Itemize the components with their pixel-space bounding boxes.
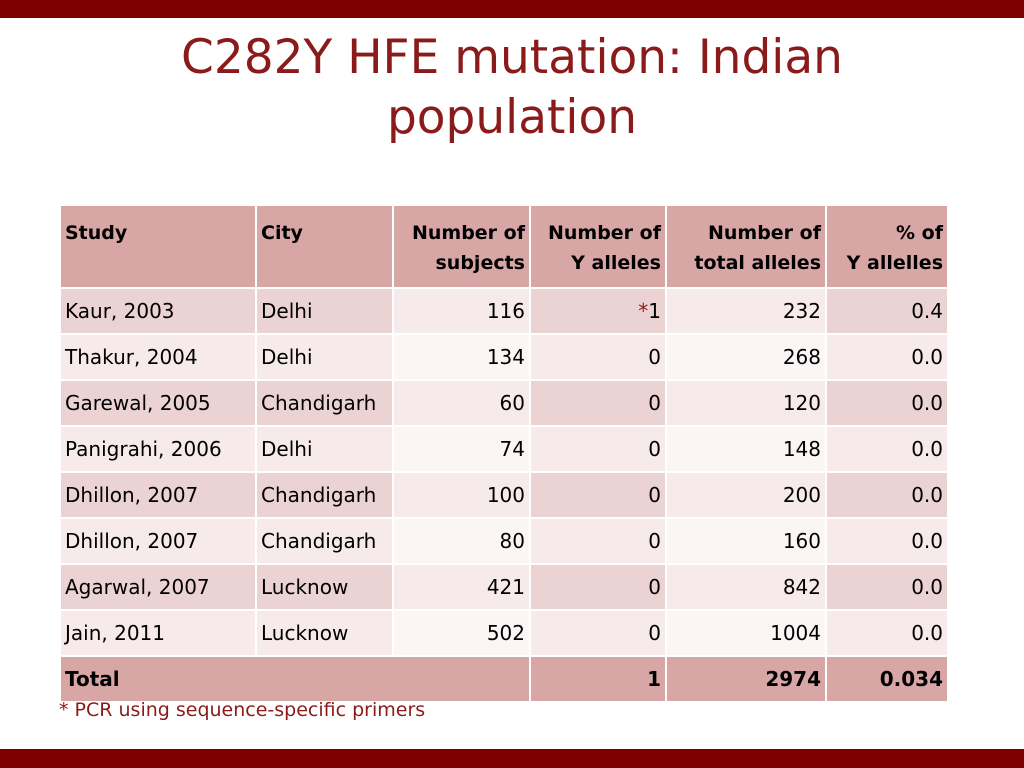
allele-table: Study City Number of subjects Number of … bbox=[59, 204, 949, 703]
cell-y-alleles: 0 bbox=[529, 609, 667, 657]
cell-percent: 0.0 bbox=[825, 471, 949, 519]
cell-total-alleles: 268 bbox=[665, 333, 827, 381]
total-y-alleles: 1 bbox=[529, 655, 667, 703]
cell-study: Kaur, 2003 bbox=[59, 287, 257, 335]
total-label: Total bbox=[59, 655, 531, 703]
cell-y-alleles: 0 bbox=[529, 333, 667, 381]
cell-subjects: 421 bbox=[392, 563, 531, 611]
cell-study: Agarwal, 2007 bbox=[59, 563, 257, 611]
cell-city: Delhi bbox=[255, 425, 394, 473]
cell-percent: 0.0 bbox=[825, 333, 949, 381]
header-y-alleles: Number of Y alleles bbox=[529, 204, 667, 289]
cell-y-alleles: *1 bbox=[529, 287, 667, 335]
table-row: Dhillon, 2007 Chandigarh 80 0 160 0.0 bbox=[59, 517, 949, 565]
slide-title: C282Y HFE mutation: Indian population bbox=[100, 28, 924, 148]
cell-subjects: 100 bbox=[392, 471, 531, 519]
cell-study: Dhillon, 2007 bbox=[59, 517, 257, 565]
cell-subjects: 74 bbox=[392, 425, 531, 473]
cell-y-alleles: 0 bbox=[529, 517, 667, 565]
cell-total-alleles: 842 bbox=[665, 563, 827, 611]
cell-y-alleles: 0 bbox=[529, 563, 667, 611]
cell-y-alleles: 0 bbox=[529, 471, 667, 519]
header-study: Study bbox=[59, 204, 257, 289]
cell-total-alleles: 148 bbox=[665, 425, 827, 473]
header-city: City bbox=[255, 204, 394, 289]
cell-subjects: 134 bbox=[392, 333, 531, 381]
total-alleles: 2974 bbox=[665, 655, 827, 703]
table-row: Dhillon, 2007 Chandigarh 100 0 200 0.0 bbox=[59, 471, 949, 519]
cell-y-alleles: 0 bbox=[529, 379, 667, 427]
cell-city: Chandigarh bbox=[255, 471, 394, 519]
bottom-accent-bar bbox=[0, 749, 1024, 768]
table-row: Thakur, 2004 Delhi 134 0 268 0.0 bbox=[59, 333, 949, 381]
cell-percent: 0.0 bbox=[825, 517, 949, 565]
cell-total-alleles: 1004 bbox=[665, 609, 827, 657]
cell-city: Delhi bbox=[255, 287, 394, 335]
header-total-alleles: Number of total alleles bbox=[665, 204, 827, 289]
cell-total-alleles: 200 bbox=[665, 471, 827, 519]
cell-percent: 0.0 bbox=[825, 563, 949, 611]
title-line-2: population bbox=[386, 90, 638, 145]
cell-city: Lucknow bbox=[255, 563, 394, 611]
table-row: Panigrahi, 2006 Delhi 74 0 148 0.0 bbox=[59, 425, 949, 473]
cell-study: Thakur, 2004 bbox=[59, 333, 257, 381]
cell-city: Lucknow bbox=[255, 609, 394, 657]
cell-city: Delhi bbox=[255, 333, 394, 381]
header-percent-y-alleles: % of Y allelles bbox=[825, 204, 949, 289]
cell-total-alleles: 232 bbox=[665, 287, 827, 335]
cell-subjects: 60 bbox=[392, 379, 531, 427]
footnote: * PCR using sequence-specific primers bbox=[59, 699, 426, 721]
footnote-marker: * bbox=[638, 299, 649, 323]
cell-percent: 0.0 bbox=[825, 425, 949, 473]
table-header-row: Study City Number of subjects Number of … bbox=[59, 204, 949, 289]
cell-study: Jain, 2011 bbox=[59, 609, 257, 657]
cell-study: Panigrahi, 2006 bbox=[59, 425, 257, 473]
cell-y-alleles: 0 bbox=[529, 425, 667, 473]
cell-percent: 0.4 bbox=[825, 287, 949, 335]
top-accent-bar bbox=[0, 0, 1024, 18]
table-total-row: Total 1 2974 0.034 bbox=[59, 655, 949, 703]
cell-subjects: 116 bbox=[392, 287, 531, 335]
table-row: Garewal, 2005 Chandigarh 60 0 120 0.0 bbox=[59, 379, 949, 427]
cell-percent: 0.0 bbox=[825, 379, 949, 427]
cell-city: Chandigarh bbox=[255, 379, 394, 427]
cell-total-alleles: 160 bbox=[665, 517, 827, 565]
header-subjects: Number of subjects bbox=[392, 204, 531, 289]
title-line-1: C282Y HFE mutation: Indian bbox=[181, 30, 843, 85]
cell-study: Garewal, 2005 bbox=[59, 379, 257, 427]
cell-subjects: 80 bbox=[392, 517, 531, 565]
cell-study: Dhillon, 2007 bbox=[59, 471, 257, 519]
cell-city: Chandigarh bbox=[255, 517, 394, 565]
table-row: Agarwal, 2007 Lucknow 421 0 842 0.0 bbox=[59, 563, 949, 611]
cell-total-alleles: 120 bbox=[665, 379, 827, 427]
cell-subjects: 502 bbox=[392, 609, 531, 657]
total-percent: 0.034 bbox=[825, 655, 949, 703]
table-row: Kaur, 2003 Delhi 116 *1 232 0.4 bbox=[59, 287, 949, 335]
cell-percent: 0.0 bbox=[825, 609, 949, 657]
table-row: Jain, 2011 Lucknow 502 0 1004 0.0 bbox=[59, 609, 949, 657]
